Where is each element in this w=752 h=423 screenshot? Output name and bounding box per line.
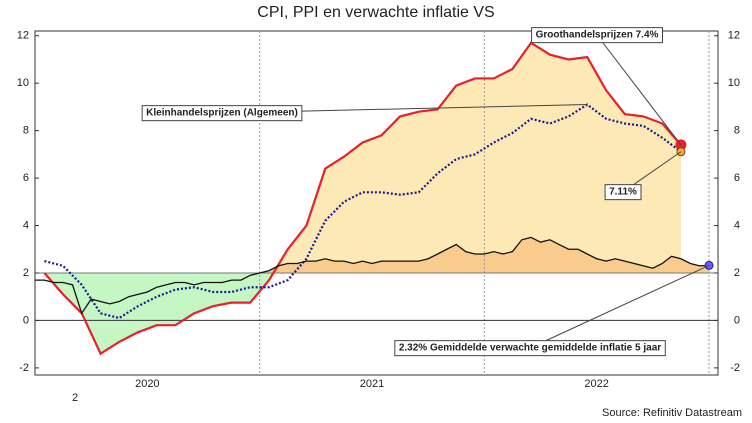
annotation-cpi-box — [604, 184, 642, 201]
annotation-cpi: 7.11% — [609, 187, 637, 198]
series-line — [43, 41, 682, 356]
area-breakeven — [35, 237, 710, 273]
annotation-cpi-name-box — [141, 105, 303, 122]
y-tick-label-right: 6 — [734, 172, 740, 184]
annotation-ppi-leader — [596, 34, 682, 146]
y-tick-label-right: 4 — [734, 219, 740, 231]
area-below — [44, 272, 274, 354]
footnote: 2 — [72, 392, 78, 404]
y-tick-label: 4 — [23, 219, 29, 231]
y-tick-label-right: 8 — [734, 125, 740, 137]
series-line — [35, 236, 710, 315]
chart-title: CPI, PPI en verwachte inflatie VS — [257, 4, 494, 21]
y-tick-label: 6 — [23, 172, 29, 184]
annotation-breakeven: 2.32% Gemiddelde verwachte gemiddelde in… — [399, 343, 661, 354]
y-tick-label: 12 — [17, 30, 29, 42]
x-tick-label: 2021 — [360, 378, 384, 390]
y-tick-label: -2 — [19, 362, 29, 374]
y-tick-label-right: 2 — [734, 267, 740, 279]
y-tick-label-right: 12 — [728, 30, 740, 42]
y-tick-label: 8 — [23, 125, 29, 137]
annotation-breakeven-box — [394, 340, 666, 357]
y-tick-label: 10 — [17, 77, 29, 89]
y-tick-label: 2 — [23, 267, 29, 279]
annotation-ppi-box — [531, 27, 664, 44]
x-tick-label: 2022 — [584, 378, 608, 390]
source: Source: Refinitiv Datastream — [602, 407, 742, 419]
annotation-ppi: Groothandelsprijzen 7.4% — [536, 30, 659, 41]
y-tick-label: 0 — [23, 314, 29, 326]
annotation-breakeven-leader — [529, 264, 710, 349]
y-tick-label-right: 0 — [734, 314, 740, 326]
annotation-cpi-name: Kleinhandelsprijzen (Algemeen) — [146, 108, 298, 119]
x-tick-label: 2020 — [135, 378, 159, 390]
y-tick-label-right: 10 — [728, 77, 740, 89]
area-ppi — [44, 42, 681, 273]
y-tick-label-right: -2 — [730, 362, 740, 374]
